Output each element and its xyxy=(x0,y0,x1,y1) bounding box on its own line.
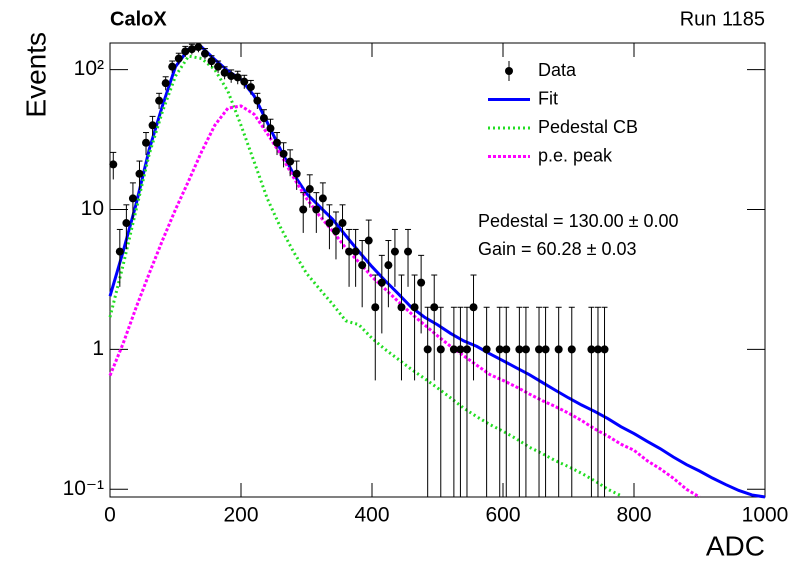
data-point xyxy=(397,303,406,312)
y-tick-label: 1 xyxy=(92,337,104,360)
legend-label: Data xyxy=(538,60,577,80)
data-point xyxy=(469,303,478,312)
legend-label: p.e. peak xyxy=(538,145,613,165)
x-tick-label: 1000 xyxy=(742,504,789,527)
y-tick-label: 10⁻¹ xyxy=(63,477,104,500)
data-point xyxy=(168,62,177,71)
data-point xyxy=(207,57,216,66)
data-point xyxy=(259,114,268,123)
legend-label: Fit xyxy=(538,88,558,108)
plot-frame xyxy=(109,42,766,498)
data-point xyxy=(200,49,209,58)
legend-label: Pedestal CB xyxy=(538,117,638,137)
data-point xyxy=(338,219,347,228)
data-point xyxy=(266,124,275,133)
data-point xyxy=(286,157,295,166)
data-point xyxy=(449,345,458,354)
data-point xyxy=(600,345,609,354)
y-tick-label: 10 xyxy=(81,197,104,220)
curve xyxy=(108,54,622,497)
data-point xyxy=(554,345,563,354)
data-point xyxy=(220,68,229,77)
run-label: Run 1185 xyxy=(680,8,765,30)
data-point xyxy=(462,345,471,354)
data-point xyxy=(384,261,393,270)
data-point xyxy=(181,47,190,56)
data-point xyxy=(109,160,118,169)
data-point xyxy=(174,54,183,63)
data-point xyxy=(390,247,399,256)
data-point xyxy=(345,247,354,256)
data-point xyxy=(279,149,288,158)
data-point xyxy=(377,278,386,287)
data-point xyxy=(331,227,340,236)
data-point xyxy=(541,345,550,354)
y-tick-label: 10² xyxy=(74,57,104,80)
data-point xyxy=(535,345,544,354)
annotation: Pedestal = 130.00 ± 0.00 xyxy=(478,211,679,231)
x-tick-label: 0 xyxy=(104,504,116,527)
data-point xyxy=(351,247,360,256)
data-point xyxy=(521,345,530,354)
chart-title: CaloX xyxy=(110,8,167,30)
data-point xyxy=(128,194,137,203)
annotation: Gain = 60.28 ± 0.03 xyxy=(478,239,637,259)
data-point xyxy=(194,43,203,52)
data-point xyxy=(318,194,327,203)
y-axis-label: Events xyxy=(20,32,51,118)
data-point xyxy=(436,345,445,354)
data-point xyxy=(358,261,367,270)
data-point xyxy=(240,77,249,86)
data-point xyxy=(214,62,223,71)
data-point xyxy=(502,345,511,354)
data-point xyxy=(246,83,255,92)
x-axis-label: ADC xyxy=(706,530,765,561)
data-point xyxy=(404,247,413,256)
data-point xyxy=(273,138,282,147)
data-point xyxy=(292,169,301,178)
data-point xyxy=(155,96,164,105)
data-point xyxy=(587,345,596,354)
data-point xyxy=(161,79,170,88)
data-point xyxy=(515,345,524,354)
data-point xyxy=(115,247,124,256)
data-point xyxy=(364,236,373,245)
data-point xyxy=(312,205,321,214)
data-point xyxy=(233,73,242,82)
data-point xyxy=(430,303,439,312)
x-tick-label: 400 xyxy=(354,504,389,527)
data-point xyxy=(305,185,314,194)
curve xyxy=(108,104,701,499)
data-point xyxy=(482,345,491,354)
data-point xyxy=(423,345,432,354)
data-point xyxy=(142,138,151,147)
data-point xyxy=(417,278,426,287)
data-point xyxy=(410,303,419,312)
data-point xyxy=(371,303,380,312)
x-tick-label: 600 xyxy=(485,504,520,527)
data-point xyxy=(325,219,334,228)
data-point xyxy=(122,219,131,228)
data-point xyxy=(299,205,308,214)
data-point xyxy=(253,96,262,105)
data-point xyxy=(456,345,465,354)
data-point xyxy=(495,345,504,354)
data-point xyxy=(148,121,157,130)
data-point xyxy=(227,72,236,81)
legend-symbol xyxy=(505,67,513,75)
x-tick-label: 800 xyxy=(616,504,651,527)
data-point xyxy=(187,45,196,54)
x-tick-label: 200 xyxy=(223,504,258,527)
data-point xyxy=(593,345,602,354)
data-point xyxy=(135,169,144,178)
data-point xyxy=(567,345,576,354)
